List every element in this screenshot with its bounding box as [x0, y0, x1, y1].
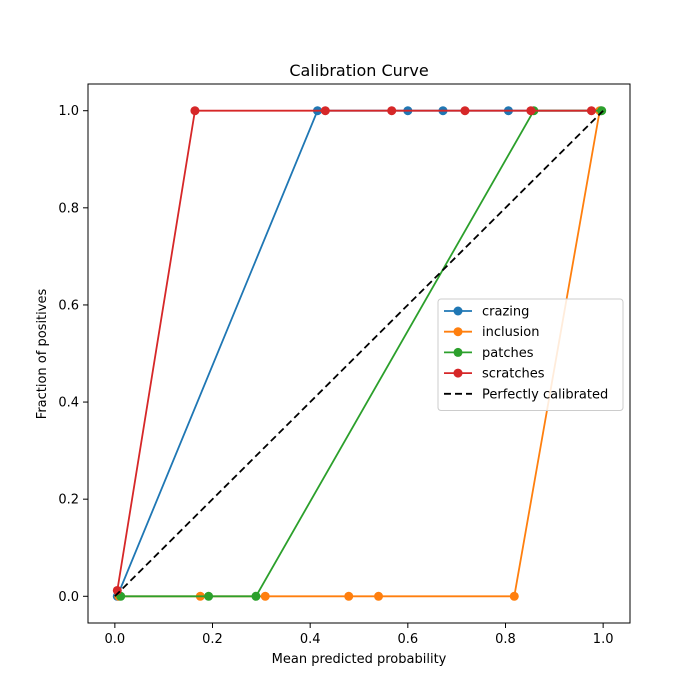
- legend-swatch-marker: [453, 347, 463, 357]
- legend-label: crazing: [482, 305, 529, 320]
- y-axis-ticks: 0.0 0.2 0.4 0.6 0.8 1.0: [58, 104, 88, 605]
- legend-label: patches: [482, 346, 534, 361]
- y-tick-label: 0.2: [58, 493, 79, 508]
- data-point: [526, 106, 536, 116]
- legend-swatch-marker: [453, 327, 463, 337]
- x-tick-label: 0.2: [202, 632, 223, 647]
- legend-label: scratches: [482, 367, 545, 382]
- y-tick-label: 1.0: [58, 104, 79, 119]
- y-tick-label: 0.6: [58, 298, 79, 313]
- data-point: [260, 591, 270, 601]
- x-axis-label: Mean predicted probability: [272, 652, 447, 667]
- legend-box: [437, 298, 624, 411]
- y-tick-label: 0.0: [58, 590, 79, 605]
- legend-item: Perfectly calibrated: [444, 387, 608, 402]
- legend-item: inclusion: [444, 325, 539, 340]
- data-point: [190, 106, 200, 116]
- x-tick-label: 0.0: [105, 632, 126, 647]
- data-point: [387, 106, 397, 116]
- x-axis-ticks: 0.0 0.2 0.4 0.6 0.8 1.0: [105, 623, 614, 647]
- y-axis-label: Fraction of positives: [35, 289, 50, 420]
- plot-series: [112, 106, 607, 601]
- legend-swatch-marker: [453, 368, 463, 378]
- data-point: [509, 591, 519, 601]
- series-scratches: [112, 106, 596, 595]
- data-point: [374, 591, 384, 601]
- legend-swatch-marker: [453, 306, 463, 316]
- legend-item: patches: [444, 346, 534, 361]
- series-line: [114, 110, 604, 597]
- chart-title: Calibration Curve: [289, 61, 428, 80]
- chart-legend: crazing inclusion patches scratches Perfectl…: [437, 298, 624, 411]
- data-point: [460, 106, 470, 116]
- data-point: [344, 591, 354, 601]
- legend-label: inclusion: [482, 325, 539, 340]
- series-perfectly-calibrated: [114, 110, 604, 597]
- legend-item: crazing: [444, 305, 529, 320]
- y-tick-label: 0.8: [58, 201, 79, 216]
- x-tick-label: 0.4: [300, 632, 321, 647]
- plot-area-frame: [87, 83, 631, 624]
- y-tick-label: 0.4: [58, 396, 79, 411]
- data-point: [251, 591, 261, 601]
- x-tick-label: 1.0: [593, 632, 614, 647]
- data-point: [204, 591, 214, 601]
- data-point: [586, 106, 596, 116]
- legend-item: scratches: [444, 367, 545, 382]
- x-tick-label: 0.6: [397, 632, 418, 647]
- legend-label: Perfectly calibrated: [482, 387, 608, 402]
- data-point: [597, 106, 607, 116]
- data-point: [320, 106, 330, 116]
- x-tick-label: 0.8: [495, 632, 516, 647]
